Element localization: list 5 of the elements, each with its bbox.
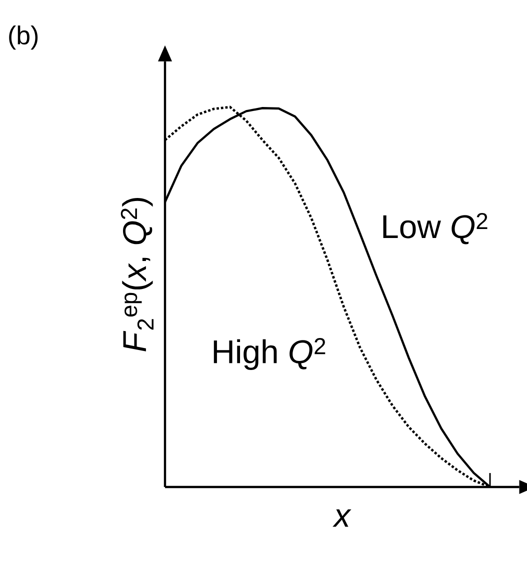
chart-title: (b) [9, 26, 38, 50]
text: F$_{2}$$^{ep}$(x, Q$^{2}$) [120, 198, 154, 352]
series-label: Low Q$^{2}$ [383, 212, 488, 244]
x-axis-title: x [332, 509, 352, 527]
series-label: High Q$^{2}$ [214, 338, 326, 370]
